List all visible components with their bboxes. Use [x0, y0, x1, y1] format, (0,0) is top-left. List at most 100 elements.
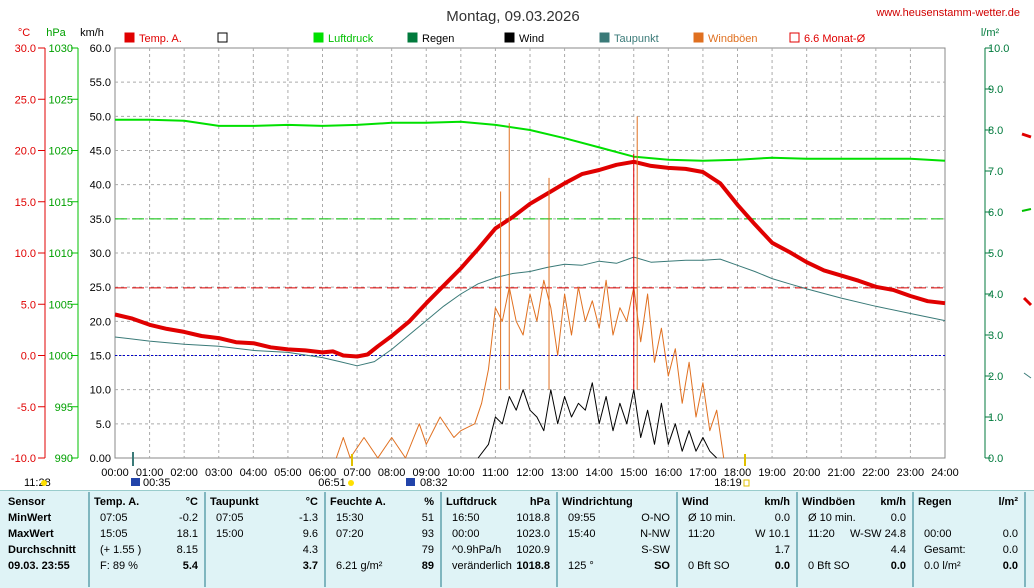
kmh-tick: 15.0 — [90, 351, 111, 363]
sunrise-icon — [348, 480, 354, 486]
cell-value: 0.0 — [774, 512, 790, 524]
axes: 30.0 1030 25.0 1025 20.0 1020 15.0 1015 10.0 1010… — [11, 43, 1010, 479]
legend-swatch — [693, 32, 704, 43]
marker-sunrise: 06:51 — [318, 477, 346, 489]
cell-value: -1.3 — [299, 512, 318, 524]
legend-swatch — [124, 32, 135, 43]
cell-left: 15:00 — [216, 528, 244, 540]
table-col-windrichtung: Windrichtung 09:55 O-NO 15:40 N-NW S-SW 125 ° S… — [558, 492, 678, 587]
series-line-4 — [335, 279, 725, 459]
cell-left: 15:05 — [100, 528, 128, 540]
temp-tick: 10.0 — [15, 248, 36, 260]
table-col-regen: Regen l/m² 00:00 0.0 Gesamt: 0.0 0.0 l/m² 0.0 — [914, 492, 1026, 587]
table-col-feuchte: Feuchte A.% 15:30 51 07:20 93 79 6.21 g/m² 89 — [326, 492, 442, 587]
cell-left: (+ 1.55 ) — [100, 544, 142, 556]
cell-left: Ø 10 min. — [808, 512, 856, 524]
weather-chart: Montag, 09.03.2026 www.heusenstamm-wette… — [11, 7, 1033, 489]
cell-value: 0.0 — [1002, 528, 1018, 540]
rain-tick: 5.0 — [988, 248, 1003, 260]
cell-left: F: 89 % — [100, 560, 138, 572]
col-unit: km/h — [880, 496, 906, 508]
cell-value: W-SW 24.8 — [849, 528, 906, 540]
temp-tick: -10.0 — [11, 453, 36, 465]
hpa-tick: 1025 — [49, 94, 73, 106]
col-title: Temp. A. — [94, 496, 140, 508]
cell-left: 125 ° — [568, 560, 594, 572]
time-tick: 21:00 — [827, 467, 855, 479]
cell-left: 11:20 — [808, 528, 835, 540]
kmh-tick: 5.0 — [96, 419, 111, 431]
temp-tick: -5.0 — [17, 402, 36, 414]
marker-sunset: 18:19 — [714, 477, 742, 489]
time-tick: 02:00 — [170, 467, 198, 479]
hpa-tick: 1030 — [49, 43, 73, 55]
time-tick: 18:00 — [724, 467, 752, 479]
table-col-labels: Sensor MinWert MaxWert Durchschnitt 09.0… — [4, 492, 90, 587]
cell-value: 5.4 — [182, 560, 198, 572]
table-col-luftdruck: Luftdruck hPa 16:50 1018.8 00:00 1023.0 ^0.9hP… — [442, 492, 558, 587]
cell-left: 15:40 — [568, 528, 596, 540]
time-tick: 17:00 — [689, 467, 717, 479]
series-group — [114, 116, 1033, 459]
rain-tick: 4.0 — [988, 289, 1003, 301]
cell-left: 6.21 g/m² — [336, 560, 383, 572]
legend-swatch — [789, 32, 800, 43]
kmh-tick: 20.0 — [90, 316, 111, 328]
label-max: MaxWert — [8, 528, 54, 540]
cell-value: 0.0 — [890, 560, 906, 572]
cell-value: -0.2 — [179, 512, 198, 524]
cell-value: 0.0 — [890, 512, 906, 524]
time-tick: 14:00 — [585, 467, 613, 479]
label-min: MinWert — [8, 512, 52, 524]
cell-value: 1018.8 — [516, 512, 550, 524]
temp-tick: 25.0 — [15, 94, 36, 106]
time-tick: 09:00 — [412, 467, 440, 479]
rain-tick: 0.0 — [988, 453, 1003, 465]
cell-value: S-SW — [641, 544, 670, 556]
time-tick: 00:00 — [101, 467, 129, 479]
cell-left: Gesamt: — [924, 544, 966, 556]
series-line-3 — [477, 382, 718, 459]
col-title: Windböen — [802, 496, 856, 508]
rain-tick: 6.0 — [988, 207, 1003, 219]
cell-value: 18.1 — [176, 528, 198, 540]
col-unit: l/m² — [998, 496, 1018, 508]
legend-swatch — [504, 32, 515, 43]
time-tick: 07:00 — [343, 467, 371, 479]
cell-value: 8.15 — [176, 544, 198, 556]
col-title: Regen — [918, 496, 952, 508]
table-col-wind: Wind km/h Ø 10 min. 0.0 11:20 W 10.1 1.7 0 Bft … — [678, 492, 798, 587]
time-tick: 16:00 — [655, 467, 683, 479]
legend-label: Windböen — [708, 33, 758, 45]
reference-lines — [115, 218, 945, 356]
time-tick: 05:00 — [274, 467, 302, 479]
legend-label: Luftdruck — [328, 33, 374, 45]
hpa-tick: 995 — [55, 402, 73, 414]
col-unit: °C — [305, 496, 318, 508]
rain-tick: 10.0 — [988, 43, 1009, 55]
time-tick: 04:00 — [240, 467, 268, 479]
sunset-icon — [743, 479, 750, 487]
rain-tick: 3.0 — [988, 330, 1003, 342]
col-unit: °C — [185, 496, 198, 508]
col-title: Windrichtung — [562, 496, 633, 508]
cell-left: 11:20 — [688, 528, 715, 540]
source-link[interactable]: www.heusenstamm-wetter.de — [875, 7, 1020, 19]
stats-table — [0, 490, 1034, 588]
cell-value: 0.0 — [1002, 544, 1018, 556]
rain-tick: 8.0 — [988, 125, 1003, 137]
unit-kmh: km/h — [80, 27, 104, 39]
cell-value: 1.7 — [774, 544, 790, 556]
series-line-2 — [115, 118, 946, 162]
time-tick: 13:00 — [551, 467, 579, 479]
cell-left: 07:05 — [100, 512, 128, 524]
time-tick: 01:00 — [136, 467, 164, 479]
temp-edge-mark — [1021, 132, 1032, 139]
temp-edge-mark2 — [1022, 296, 1033, 307]
kmh-tick: 0.00 — [90, 453, 111, 465]
cell-value: 4.3 — [302, 544, 318, 556]
label-sensor: Sensor — [8, 496, 46, 508]
hpa-tick: 1015 — [49, 197, 73, 209]
cell-left: 09:55 — [568, 512, 596, 524]
time-tick: 15:00 — [620, 467, 648, 479]
